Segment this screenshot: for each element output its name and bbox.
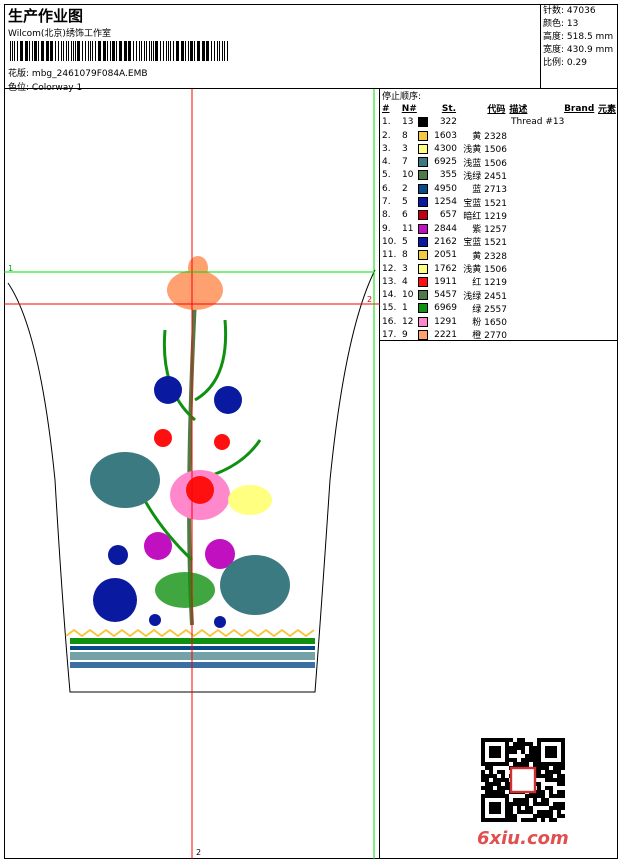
qr-code <box>481 738 565 822</box>
marker-2: 2 <box>367 295 372 304</box>
column-header: St. <box>441 103 457 114</box>
stop-row: 6. 2 4950 蓝 2713 <box>382 183 507 196</box>
color-swatch <box>418 183 431 194</box>
stop-row: 11. 8 2051 黄 2328 <box>382 250 507 262</box>
stop-row: 7. 5 1254 宝蓝 1521 <box>382 197 507 209</box>
marker-1: 1 <box>8 264 13 273</box>
color-swatch <box>418 130 431 141</box>
stop-row: 10. 5 2162 宝蓝 1521 <box>382 236 507 249</box>
color-swatch <box>418 197 431 208</box>
stop-table-header: # N# St. 代码 描述 Brand 元素 <box>382 102 617 116</box>
stop-row: 5. 10 355 浅绿 2451 <box>382 170 507 182</box>
color-swatch <box>418 170 431 181</box>
stop-row: 13. 4 1911 红 1219 <box>382 276 507 289</box>
color-swatch <box>418 210 431 221</box>
stop-row: 4. 7 6925 浅蓝 1506 <box>382 157 507 169</box>
color-swatch <box>418 329 431 340</box>
stop-sequence-title: 停止顺序: <box>382 92 422 103</box>
header: 生产作业图 Wilcom(北京)绣饰工作室 花版: mbg_2461079F08… <box>4 4 618 93</box>
column-header: 元素 <box>598 105 617 116</box>
page-frame <box>4 4 618 859</box>
info-0: 针数: 47036 <box>543 6 596 16</box>
color-swatch <box>418 117 431 128</box>
barcode <box>10 41 238 61</box>
design-file: 花版: mbg_2461079F084A.EMB <box>8 69 148 79</box>
stop-row: 8. 6 657 暗红 1219 <box>382 210 507 222</box>
stop-row: 15. 1 6969 绿 2557 <box>382 303 507 315</box>
info-1: 颜色: 13 <box>543 19 579 29</box>
column-header: 描述 <box>509 105 528 116</box>
stop-row: 2. 8 1603 黄 2328 <box>382 130 507 143</box>
color-swatch <box>418 143 431 154</box>
stop-row: 9. 11 2844 紫 1257 <box>382 223 507 236</box>
color-swatch <box>418 250 431 261</box>
column-header: N# <box>401 103 417 114</box>
column-header: 代码 <box>487 105 506 116</box>
info-2: 高度: 518.5 mm <box>543 32 614 42</box>
color-swatch <box>418 303 431 314</box>
stop-row: 1. 13 322 Thread #13 <box>382 117 565 128</box>
color-swatch <box>418 290 431 301</box>
colorway: 色位: Colorway 1 <box>8 83 83 93</box>
stop-row: 17. 9 2221 橙 2770 <box>382 329 507 342</box>
design-canvas: 1 2 2 <box>4 89 380 859</box>
column-header: # <box>382 103 390 114</box>
marker-2-bottom: 2 <box>196 848 201 857</box>
info-3: 宽度: 430.9 mm <box>543 45 614 55</box>
stop-row: 16. 12 1291 粉 1650 <box>382 316 507 329</box>
color-swatch <box>418 316 431 327</box>
stop-sequence-panel: 停止顺序: # N# St. 代码 描述 Brand 元素 1. 13 322 Thread #1… <box>380 89 618 341</box>
watermark-logo: 6xiu.com <box>477 828 569 849</box>
page-title: 生产作业图 <box>8 7 84 25</box>
info-4: 比例: 0.29 <box>543 58 587 68</box>
embroidery-preview: 1 2 2 <box>4 89 380 859</box>
color-swatch <box>418 276 431 287</box>
design-info: 针数: 47036 颜色: 13 高度: 518.5 mm 宽度: 430.9 mm 比… <box>540 4 618 89</box>
color-swatch <box>418 223 431 234</box>
stop-row: 12. 3 1762 浅黄 1506 <box>382 263 507 275</box>
color-swatch <box>418 157 431 168</box>
color-swatch <box>418 263 431 274</box>
stop-row: 3. 3 4300 浅黄 1506 <box>382 143 507 156</box>
stop-row: 14. 10 5457 浅绿 2451 <box>382 290 507 302</box>
color-swatch <box>418 236 431 247</box>
company-name: Wilcom(北京)绣饰工作室 <box>8 29 111 39</box>
stop-table-body: 1. 13 322 Thread #13 2. 8 1603 黄 2328 3. 3 4300 浅黄 … <box>382 116 616 342</box>
column-header: Brand <box>564 103 595 114</box>
